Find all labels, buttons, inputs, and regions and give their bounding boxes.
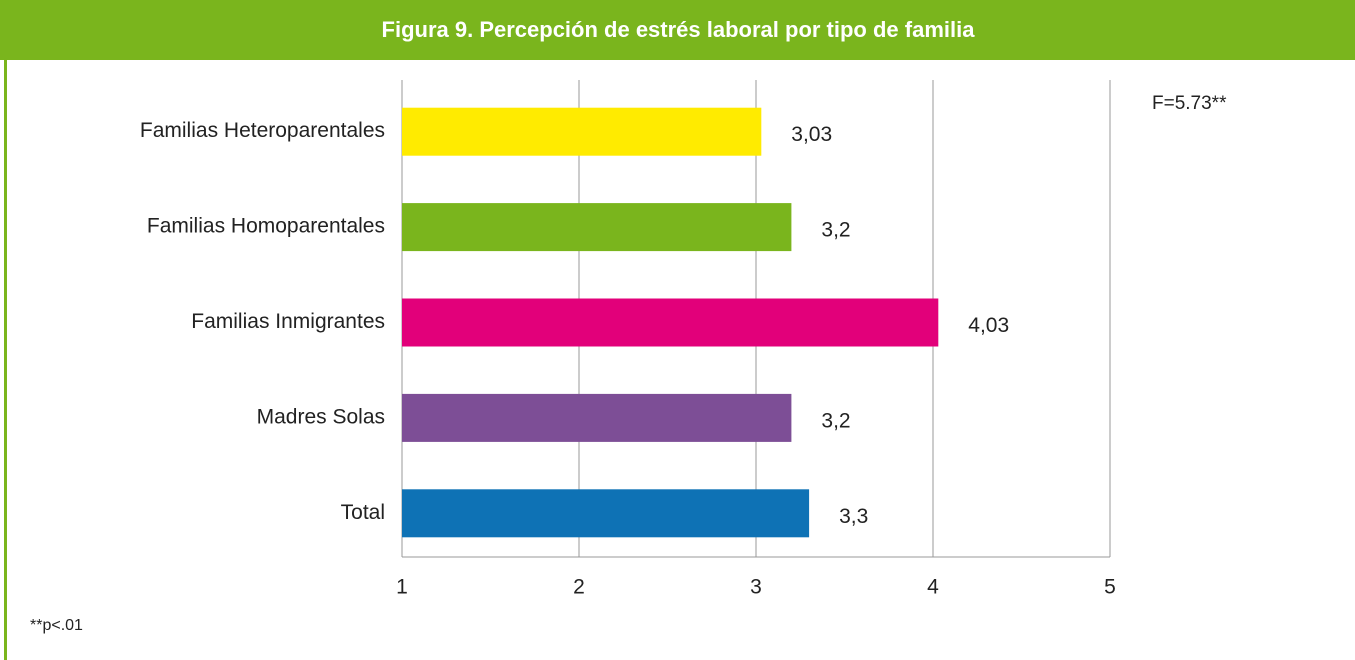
left-border [4,60,7,660]
bar [402,393,792,442]
annotation: **p<.01 [30,617,83,634]
y-tick-label: Familias Heteroparentales [140,119,385,142]
x-tick-label: 2 [573,576,585,599]
value-label: 4,03 [968,314,1009,337]
bar [402,203,792,252]
bar [402,298,939,347]
bar [402,107,762,156]
value-label: 3,2 [821,219,850,242]
bar [402,489,810,538]
y-tick-label: Familias Homoparentales [147,215,385,238]
y-tick-label: Total [341,501,385,524]
value-label: 3,03 [791,123,832,146]
y-tick-label: Madres Solas [257,405,385,428]
value-label: 3,2 [821,409,850,432]
x-tick-label: 5 [1104,576,1116,599]
x-tick-label: 4 [927,576,939,599]
annotation: F=5.73** [1152,93,1227,114]
x-tick-label: 3 [750,576,762,599]
header-bar [0,0,1355,60]
value-label: 3,3 [839,505,868,528]
chart-title: Figura 9. Percepción de estrés laboral p… [382,17,976,42]
x-tick-label: 1 [396,576,408,599]
y-tick-label: Familias Inmigrantes [191,310,385,333]
